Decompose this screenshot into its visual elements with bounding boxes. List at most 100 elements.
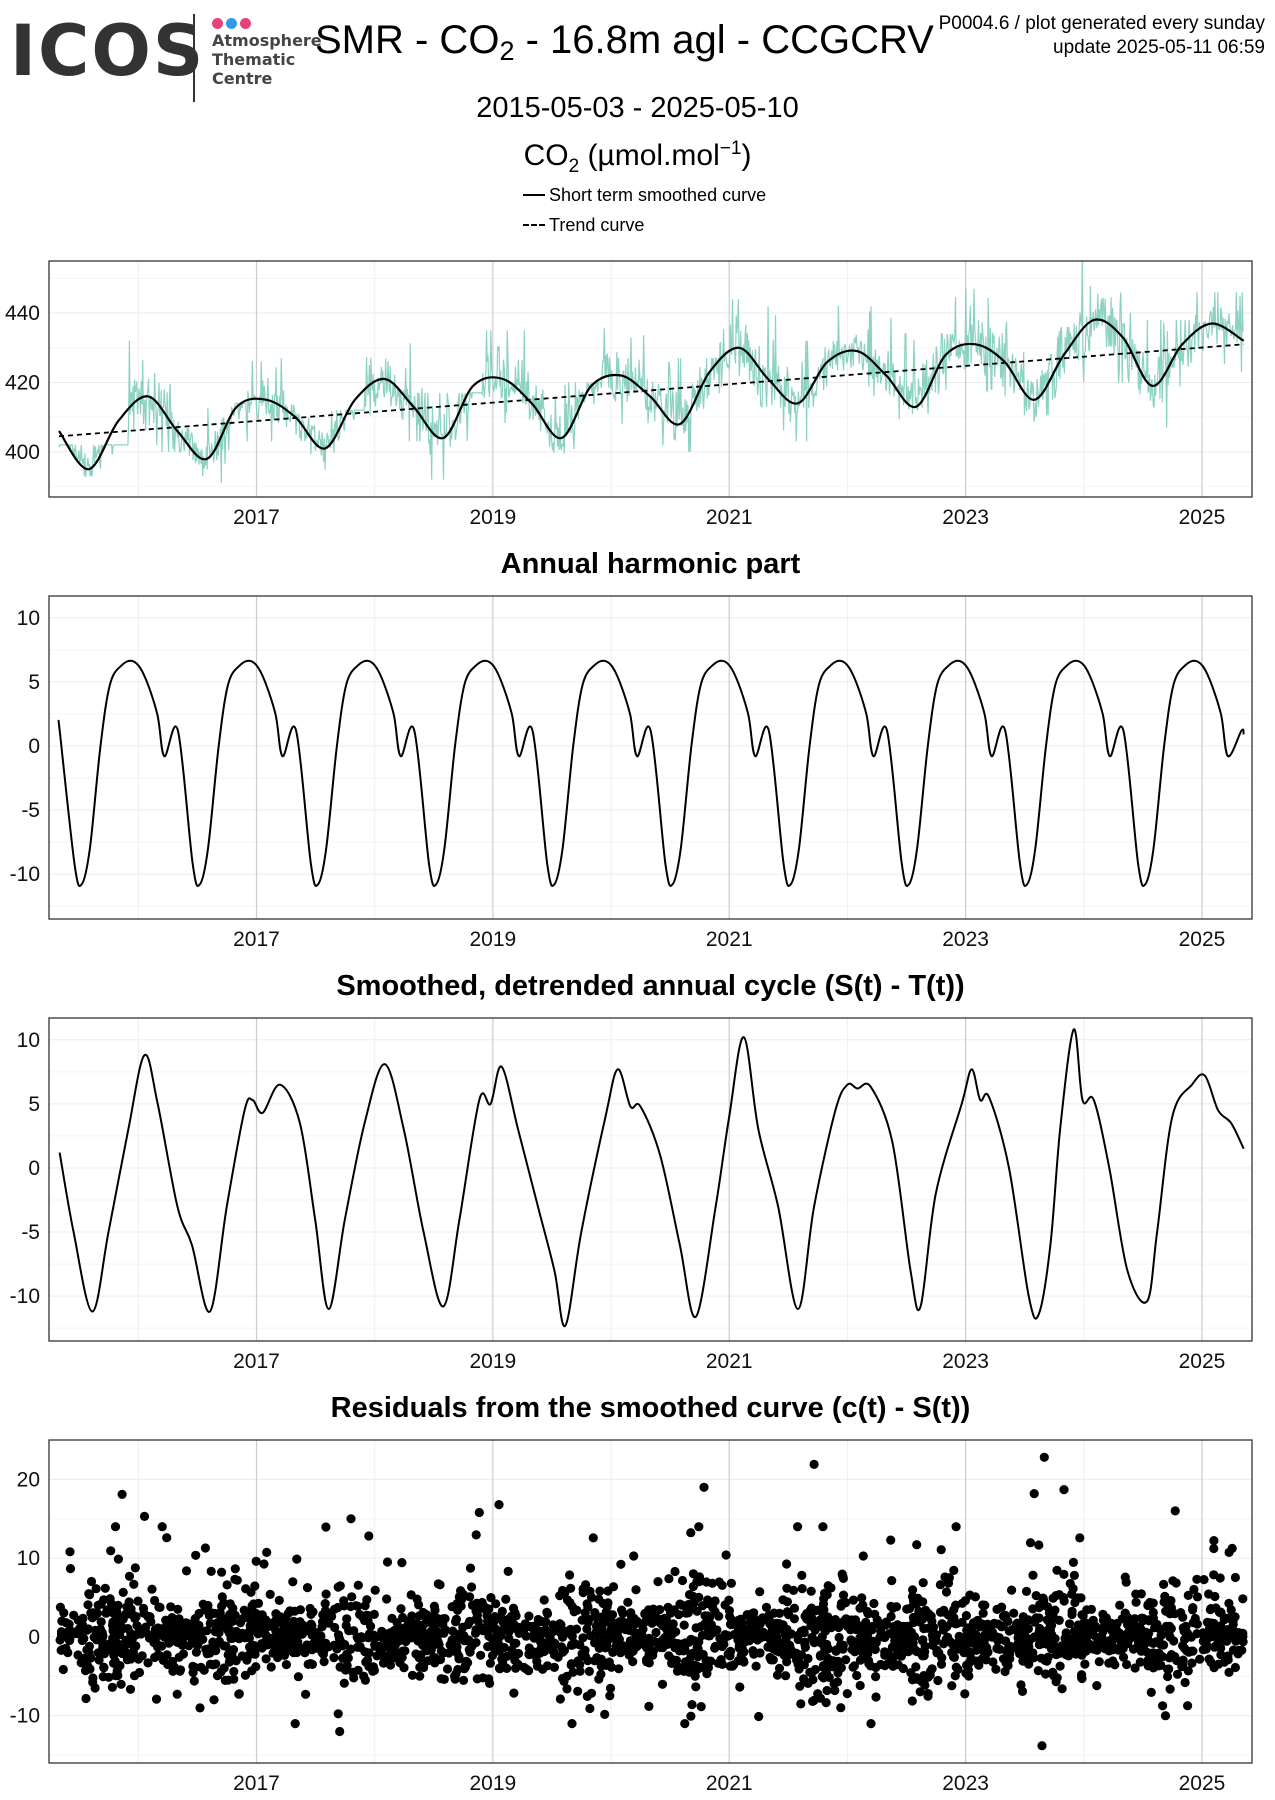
residual-point bbox=[355, 1642, 365, 1652]
residual-point bbox=[163, 1659, 173, 1670]
residual-point bbox=[942, 1622, 952, 1632]
residual-point bbox=[821, 1698, 831, 1708]
residual-point bbox=[592, 1653, 602, 1663]
residual-point bbox=[705, 1612, 715, 1622]
residual-point bbox=[1038, 1593, 1048, 1603]
x-tick-label: 2019 bbox=[470, 928, 517, 951]
residual-point bbox=[836, 1598, 847, 1608]
residual-point bbox=[86, 1608, 96, 1618]
residual-point bbox=[838, 1573, 849, 1583]
residual-point bbox=[125, 1684, 136, 1694]
residual-point bbox=[957, 1598, 968, 1608]
residual-point bbox=[680, 1719, 690, 1729]
date-range: 2015-05-03 - 2025-05-10 bbox=[476, 92, 799, 124]
residual-point bbox=[385, 1628, 395, 1638]
residual-point bbox=[364, 1629, 375, 1639]
chart-panel-1: 2017 2019 2021 2023 2025 400 420 440 bbox=[5, 260, 1253, 529]
residual-point bbox=[927, 1640, 938, 1650]
residual-point bbox=[115, 1661, 125, 1671]
residual-point bbox=[1098, 1626, 1108, 1637]
residual-point bbox=[629, 1551, 639, 1561]
residual-point bbox=[509, 1623, 520, 1633]
residual-point bbox=[1199, 1575, 1209, 1585]
residual-point bbox=[510, 1663, 521, 1673]
residual-point bbox=[1120, 1608, 1130, 1618]
residual-point bbox=[237, 1651, 247, 1661]
residual-point bbox=[1024, 1659, 1034, 1669]
residual-point bbox=[61, 1643, 71, 1653]
residual-point bbox=[217, 1601, 227, 1611]
residual-point bbox=[861, 1617, 871, 1627]
residual-point bbox=[893, 1639, 903, 1650]
residual-point bbox=[193, 1640, 203, 1650]
residual-point bbox=[800, 1611, 810, 1621]
residual-point bbox=[677, 1600, 687, 1610]
residual-point bbox=[966, 1637, 976, 1648]
residual-point bbox=[57, 1616, 67, 1626]
residual-point bbox=[586, 1688, 597, 1698]
residual-point bbox=[670, 1566, 680, 1577]
residual-point bbox=[733, 1656, 744, 1666]
residual-point bbox=[403, 1618, 413, 1628]
residual-point bbox=[855, 1680, 865, 1691]
residual-point bbox=[887, 1655, 897, 1665]
residual-point bbox=[128, 1648, 138, 1658]
residual-point bbox=[321, 1522, 331, 1532]
residual-point bbox=[869, 1598, 879, 1609]
residual-point bbox=[478, 1673, 488, 1683]
residual-point bbox=[382, 1594, 392, 1604]
residual-point bbox=[1069, 1626, 1079, 1636]
residual-point bbox=[691, 1623, 701, 1633]
residual-point bbox=[145, 1612, 155, 1622]
legend-item-short-term: Short term smoothed curve bbox=[523, 180, 766, 210]
residual-point bbox=[936, 1659, 947, 1669]
residual-point bbox=[961, 1611, 972, 1621]
residual-point bbox=[613, 1626, 623, 1636]
residual-point bbox=[978, 1608, 988, 1618]
residual-point bbox=[329, 1653, 339, 1663]
logo-dot-1 bbox=[212, 18, 223, 29]
residual-point bbox=[721, 1550, 731, 1560]
residual-point bbox=[834, 1632, 844, 1643]
residual-point bbox=[671, 1627, 681, 1637]
residual-point bbox=[246, 1615, 256, 1625]
x-tick-label: 2021 bbox=[706, 1350, 753, 1373]
residual-point bbox=[450, 1674, 460, 1684]
residual-point bbox=[1082, 1605, 1092, 1615]
residual-point bbox=[578, 1587, 588, 1598]
residual-point bbox=[1209, 1536, 1219, 1546]
residual-point bbox=[168, 1666, 178, 1676]
residual-point bbox=[477, 1597, 487, 1608]
residual-point bbox=[1135, 1657, 1145, 1667]
residual-point bbox=[623, 1597, 633, 1607]
residual-point bbox=[708, 1603, 718, 1613]
residual-point bbox=[789, 1614, 800, 1624]
residual-point bbox=[863, 1609, 873, 1619]
residual-point bbox=[1132, 1633, 1142, 1643]
residual-point bbox=[1205, 1605, 1215, 1615]
residual-point bbox=[411, 1649, 421, 1659]
residual-point bbox=[765, 1652, 775, 1663]
residual-point bbox=[1033, 1666, 1043, 1676]
residual-point bbox=[222, 1580, 232, 1590]
residual-point bbox=[690, 1671, 700, 1681]
residual-point bbox=[932, 1648, 942, 1658]
residual-point bbox=[239, 1605, 249, 1615]
residual-point bbox=[280, 1636, 290, 1646]
residual-point bbox=[485, 1678, 495, 1688]
residual-point bbox=[917, 1636, 928, 1646]
residual-point bbox=[626, 1608, 636, 1618]
residual-point bbox=[385, 1660, 396, 1670]
residual-point bbox=[474, 1507, 484, 1518]
residual-point bbox=[476, 1650, 486, 1660]
residual-point bbox=[702, 1669, 712, 1679]
legend-label-short-term: Short term smoothed curve bbox=[549, 184, 767, 205]
residual-point bbox=[483, 1642, 493, 1652]
residual-point bbox=[1028, 1604, 1038, 1614]
residual-point bbox=[1160, 1711, 1171, 1721]
residual-point bbox=[1192, 1619, 1202, 1629]
residual-point bbox=[414, 1611, 424, 1621]
residual-point bbox=[418, 1659, 428, 1669]
residual-point bbox=[447, 1602, 457, 1612]
residual-point bbox=[524, 1611, 534, 1621]
